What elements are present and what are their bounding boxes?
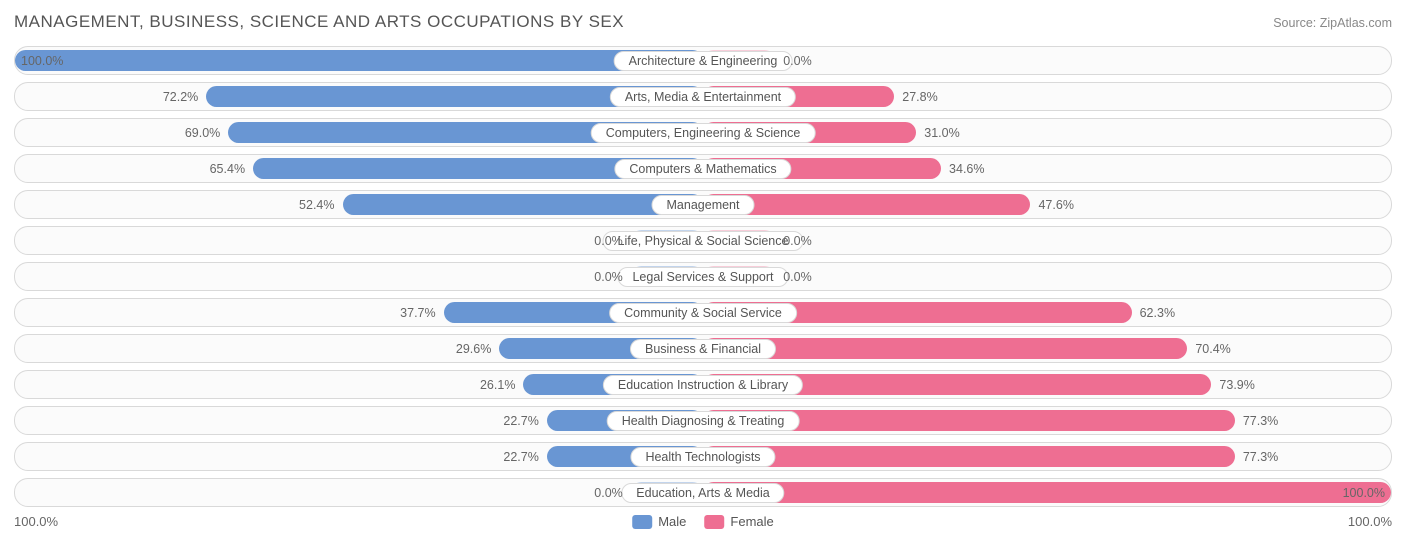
male-pct-label: 22.7% [503, 414, 538, 428]
axis-label-left: 100.0% [14, 514, 58, 529]
male-pct-label: 0.0% [594, 270, 623, 284]
female-pct-label: 31.0% [924, 126, 959, 140]
legend-item-male: Male [632, 514, 686, 529]
bar-row: 29.6% 70.4% Business & Financial [14, 334, 1392, 363]
legend-label-female: Female [730, 514, 773, 529]
bar-row: 26.1% 73.9% Education Instruction & Librar… [14, 370, 1392, 399]
male-pct-label: 0.0% [594, 486, 623, 500]
category-label: Computers & Mathematics [614, 159, 791, 179]
male-pct-label: 72.2% [163, 90, 198, 104]
category-label: Community & Social Service [609, 303, 797, 323]
category-label: Education, Arts & Media [621, 483, 784, 503]
female-pct-label: 0.0% [783, 270, 812, 284]
category-label: Health Technologists [630, 447, 775, 467]
bar-row: 72.2% 27.8% Arts, Media & Entertainment [14, 82, 1392, 111]
chart-source: Source: ZipAtlas.com [1273, 16, 1392, 30]
male-pct-label: 0.0% [594, 234, 623, 248]
male-pct-label: 65.4% [210, 162, 245, 176]
female-pct-label: 34.6% [949, 162, 984, 176]
bar-row: 52.4% 47.6% Management [14, 190, 1392, 219]
bar-row: 69.0% 31.0% Computers, Engineering & Scien… [14, 118, 1392, 147]
female-pct-label: 27.8% [902, 90, 937, 104]
female-pct-label: 0.0% [783, 54, 812, 68]
category-label: Architecture & Engineering [614, 51, 793, 71]
diverging-bar-chart: 100.0%0.0%Architecture & Engineering72.2… [14, 46, 1392, 507]
male-bar [15, 50, 703, 71]
female-bar [703, 446, 1235, 467]
male-pct-label: 26.1% [480, 378, 515, 392]
male-pct-label: 37.7% [400, 306, 435, 320]
female-pct-label: 100.0% [1343, 486, 1385, 500]
bar-row: 0.0% 0.0%Legal Services & Support [14, 262, 1392, 291]
female-pct-label: 47.6% [1038, 198, 1073, 212]
chart-header: MANAGEMENT, BUSINESS, SCIENCE AND ARTS O… [14, 12, 1392, 32]
female-pct-label: 62.3% [1140, 306, 1175, 320]
legend-swatch-male [632, 515, 652, 529]
legend-label-male: Male [658, 514, 686, 529]
axis-label-right: 100.0% [1348, 514, 1392, 529]
bar-row: 100.0% 0.0%Architecture & Engineering [14, 46, 1392, 75]
female-pct-label: 77.3% [1243, 414, 1278, 428]
category-label: Legal Services & Support [617, 267, 788, 287]
male-pct-label: 52.4% [299, 198, 334, 212]
male-bar [343, 194, 704, 215]
bar-row: 0.0% 100.0% Education, Arts & Media [14, 478, 1392, 507]
bar-row: 0.0% 0.0%Life, Physical & Social Science [14, 226, 1392, 255]
male-pct-label: 69.0% [185, 126, 220, 140]
category-label: Life, Physical & Social Science [603, 231, 804, 251]
bar-row: 22.7% 77.3% Health Technologists [14, 442, 1392, 471]
bar-row: 65.4% 34.6% Computers & Mathematics [14, 154, 1392, 183]
male-pct-label: 22.7% [503, 450, 538, 464]
legend: Male Female [632, 514, 774, 529]
male-pct-label: 29.6% [456, 342, 491, 356]
legend-item-female: Female [704, 514, 773, 529]
female-pct-label: 70.4% [1195, 342, 1230, 356]
category-label: Computers, Engineering & Science [591, 123, 816, 143]
legend-swatch-female [704, 515, 724, 529]
category-label: Education Instruction & Library [603, 375, 803, 395]
chart-title: MANAGEMENT, BUSINESS, SCIENCE AND ARTS O… [14, 12, 624, 32]
category-label: Management [652, 195, 755, 215]
female-pct-label: 73.9% [1219, 378, 1254, 392]
male-pct-label: 100.0% [21, 54, 63, 68]
female-pct-label: 0.0% [783, 234, 812, 248]
category-label: Business & Financial [630, 339, 776, 359]
category-label: Health Diagnosing & Treating [607, 411, 800, 431]
female-bar [703, 482, 1391, 503]
chart-footer: 100.0% Male Female 100.0% [14, 514, 1392, 536]
bar-row: 22.7% 77.3% Health Diagnosing & Treating [14, 406, 1392, 435]
bar-row: 37.7% 62.3% Community & Social Service [14, 298, 1392, 327]
category-label: Arts, Media & Entertainment [610, 87, 796, 107]
female-pct-label: 77.3% [1243, 450, 1278, 464]
